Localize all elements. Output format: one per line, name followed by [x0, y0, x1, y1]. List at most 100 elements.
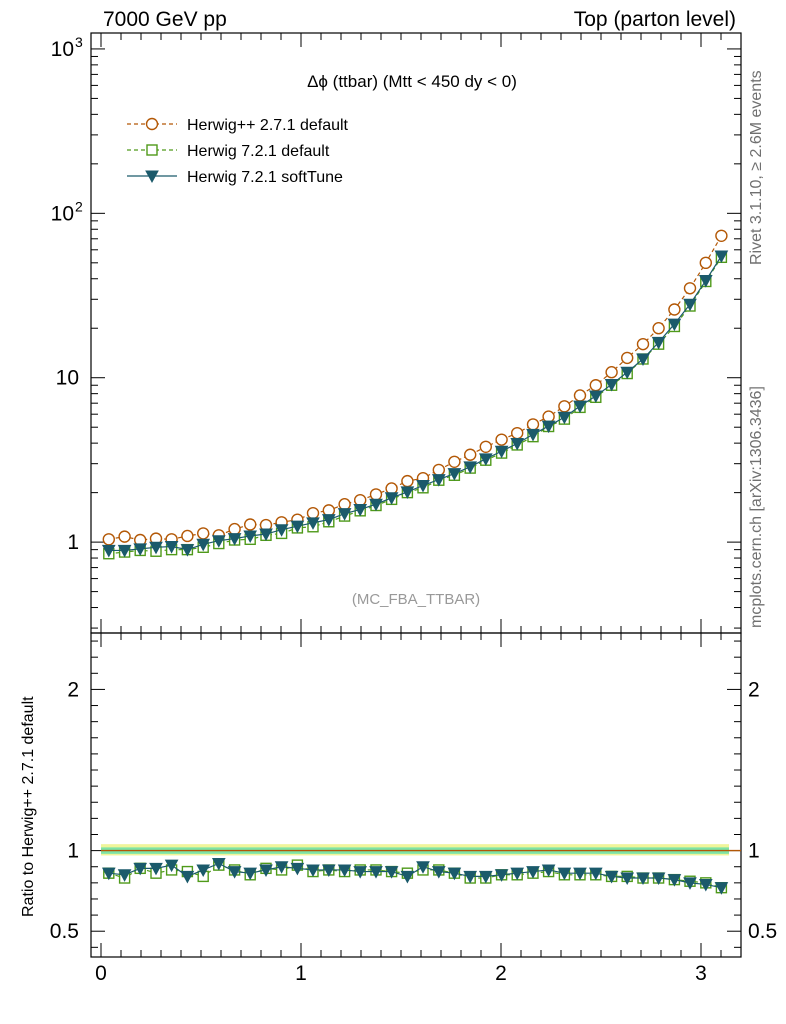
data-point	[416, 479, 430, 493]
ratio-data-point	[463, 870, 478, 884]
ratio-data-point	[321, 864, 336, 877]
ratio-data-point	[101, 867, 116, 881]
ratio-data-point	[337, 864, 352, 877]
series-line	[108, 256, 722, 555]
main-y-tick-label-exponent: 2	[75, 198, 83, 214]
ratio-x-tick-label: 0	[95, 962, 107, 985]
data-point	[573, 400, 587, 414]
data-point	[604, 378, 619, 392]
data-point	[353, 503, 368, 517]
data-point	[636, 353, 650, 367]
ratio-data-point	[667, 874, 682, 887]
data-point	[588, 390, 603, 404]
ratio-data-point	[510, 867, 525, 881]
data-point	[511, 426, 524, 440]
legend: Herwig++ 2.7.1 default Herwig 7.2.1 defau…	[127, 117, 349, 186]
ratio-data-point	[714, 882, 729, 895]
main-y-tick-label: 1	[67, 531, 79, 554]
data-point	[558, 400, 571, 413]
ratio-data-point	[541, 864, 556, 877]
data-point	[227, 533, 242, 546]
ratio-data-point	[494, 869, 509, 882]
ratio-data-point	[133, 862, 148, 876]
data-point	[228, 522, 241, 536]
data-point	[338, 498, 351, 511]
data-point	[605, 366, 618, 379]
data-point	[620, 366, 635, 380]
data-point	[557, 411, 572, 425]
data-point	[463, 461, 478, 474]
ratio-panel: 0 1 2 3 0.5 0.5 1 1 2 2	[50, 632, 777, 985]
ratio-data-point	[149, 862, 163, 876]
analysis-watermark: (MC_FBA_TTBAR)	[352, 591, 480, 608]
series-line	[108, 255, 722, 552]
series-line	[108, 235, 722, 541]
ratio-x-tick-label: 1	[295, 962, 307, 985]
ratio-data-point	[526, 866, 540, 879]
ratio-data-point	[620, 872, 635, 886]
ratio-data-point	[353, 866, 368, 879]
data-point	[164, 541, 179, 554]
legend-entry: Herwig++ 2.7.1 default	[187, 117, 349, 134]
data-point	[573, 389, 587, 402]
data-point	[698, 275, 713, 288]
data-point	[510, 437, 525, 451]
ratio-data-point	[478, 870, 493, 884]
ratio-data-point	[196, 864, 211, 877]
data-point	[621, 351, 634, 365]
ratio-data-point	[431, 866, 446, 879]
ratio-data-point	[557, 867, 572, 881]
data-point	[478, 453, 493, 466]
data-point	[306, 517, 320, 530]
data-point	[384, 492, 399, 505]
legend-entry: Herwig 7.2.1 softTune	[187, 169, 343, 186]
ratio-y-tick-label: 1	[67, 840, 79, 863]
ratio-data-point	[416, 861, 430, 874]
ratio-data-point	[227, 866, 242, 879]
series-1	[103, 251, 728, 560]
data-point	[196, 527, 210, 540]
ratio-data-point	[636, 872, 650, 886]
data-point	[102, 533, 116, 546]
data-point	[668, 303, 681, 316]
ratio-y-tick-label-right: 2	[748, 678, 760, 701]
data-point	[180, 544, 195, 557]
ratio-data-point	[211, 858, 226, 871]
data-point	[636, 337, 650, 351]
series-2	[101, 250, 729, 558]
data-point	[274, 524, 289, 537]
ratio-y-tick-label: 0.5	[50, 920, 79, 943]
ratio-data-point	[651, 872, 666, 886]
data-point	[101, 544, 116, 558]
plot-title: Δϕ (ttbar) (Mtt < 450 dy < 0)	[307, 72, 517, 91]
data-point	[117, 544, 132, 558]
data-point	[196, 538, 211, 552]
data-point	[714, 250, 729, 264]
ratio-data-point	[683, 877, 697, 890]
data-point	[667, 318, 682, 332]
ratio-data-point	[400, 870, 415, 884]
ratio-data-point	[698, 878, 713, 892]
data-point	[118, 530, 131, 543]
data-point	[526, 418, 540, 431]
data-point	[369, 488, 383, 501]
ratio-series-line	[108, 862, 722, 889]
data-point	[448, 455, 461, 469]
ratio-x-tick-label: 3	[695, 962, 707, 985]
ratio-data-point	[447, 867, 462, 881]
ratio-data-point	[274, 861, 289, 874]
data-point	[541, 420, 556, 434]
data-point	[479, 440, 492, 454]
data-point	[243, 518, 257, 531]
data-point	[243, 530, 258, 544]
data-point	[494, 445, 509, 459]
data-point	[652, 322, 665, 335]
data-point	[431, 474, 446, 487]
ratio-data-point	[164, 859, 179, 873]
data-point	[149, 541, 163, 555]
main-y-tick-label: 10	[56, 367, 79, 390]
ratio-data-point	[290, 862, 305, 876]
data-point	[651, 336, 666, 350]
data-point	[542, 410, 555, 423]
